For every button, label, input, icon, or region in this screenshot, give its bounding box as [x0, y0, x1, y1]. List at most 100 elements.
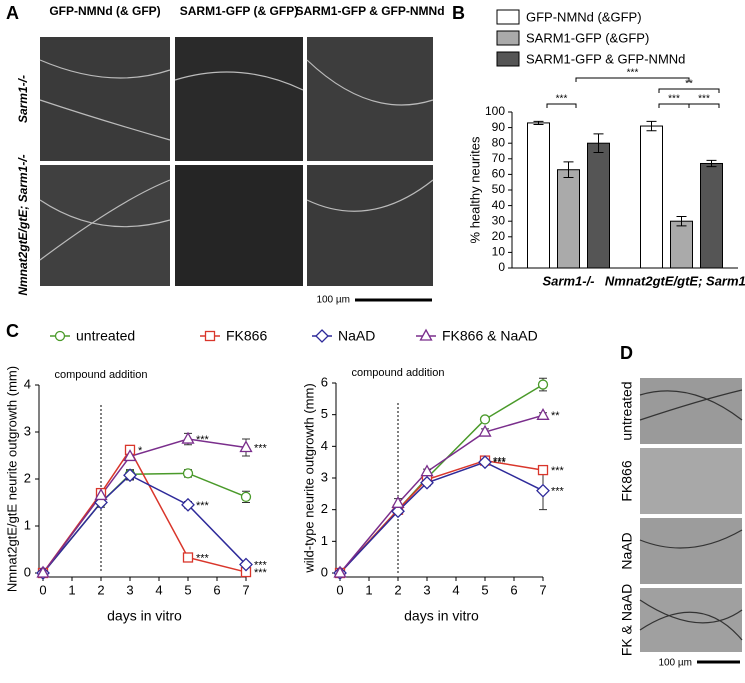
marker	[54, 330, 66, 342]
y-tick-label: 60	[492, 167, 506, 181]
row-label: untreated	[619, 381, 635, 440]
marker	[391, 504, 405, 519]
micrograph	[640, 448, 742, 514]
y-tick-label: 2	[24, 470, 31, 485]
marker	[123, 449, 137, 462]
bar	[527, 122, 550, 269]
marker	[333, 565, 347, 578]
x-tick-label: 7	[539, 582, 546, 597]
bar	[700, 162, 723, 269]
significance: ***	[698, 94, 710, 105]
marker	[478, 455, 492, 470]
legend-label: NaAD	[338, 328, 375, 344]
x-tick-label: Sarm1-/-	[542, 273, 594, 288]
column-header: SARM1-GFP & GFP-NMNd	[295, 4, 444, 18]
x-tick-label: 2	[97, 582, 104, 597]
legend-swatch	[496, 30, 520, 46]
y-tick-label: 5	[321, 406, 328, 421]
row-label: FK866	[619, 460, 635, 501]
marker	[536, 407, 550, 420]
x-axis-label: days in vitro	[404, 608, 479, 624]
x-tick-label: 4	[452, 582, 459, 597]
marker	[479, 414, 491, 425]
x-tick-label: 3	[423, 582, 430, 597]
x-tick-label: 0	[39, 582, 46, 597]
error-bar	[563, 161, 574, 179]
micrograph	[307, 37, 433, 161]
row-label: Nmnat2gtE/gtE; Sarm1-/-	[16, 154, 30, 295]
bracket	[575, 77, 690, 82]
marker	[181, 431, 195, 444]
y-tick-label: 1	[321, 533, 328, 548]
significance: ***	[254, 559, 268, 571]
legend-label: untreated	[76, 328, 135, 344]
y-tick-label: 10	[492, 245, 506, 259]
significance: ***	[668, 94, 680, 105]
marker	[182, 468, 194, 479]
y-tick-label: 0	[321, 564, 328, 579]
bracket	[546, 103, 577, 108]
x-tick-label: 1	[365, 582, 372, 597]
marker	[94, 488, 108, 501]
micrographs-a	[39, 37, 434, 286]
legend-label: SARM1-GFP (&GFP)	[526, 30, 649, 45]
significance: ***	[196, 434, 210, 446]
x-tick-label: 4	[155, 582, 162, 597]
significance: ***	[254, 442, 268, 454]
panel-label: A	[6, 3, 19, 23]
y-tick-label: 0	[24, 564, 31, 579]
y-tick-label: 6	[321, 374, 328, 389]
y-tick-label: 30	[492, 213, 506, 227]
annotation: compound addition	[55, 369, 148, 381]
series-line	[339, 383, 544, 574]
y-tick-label: 90	[492, 120, 506, 134]
column-header: SARM1-GFP (& GFP)	[180, 4, 298, 18]
significance: ***	[196, 552, 210, 564]
significance: **	[685, 79, 693, 90]
y-tick-label: 3	[321, 469, 328, 484]
error-bar	[706, 159, 717, 168]
marker	[239, 440, 253, 453]
series-line	[42, 474, 247, 574]
x-axis-label: days in vitro	[107, 608, 182, 624]
micrograph	[307, 165, 433, 286]
neurite	[39, 59, 434, 261]
legend-label: GFP-NMNd (&GFP)	[526, 9, 642, 24]
marker	[36, 565, 50, 578]
marker	[391, 495, 405, 508]
marker	[420, 475, 434, 490]
micrograph	[175, 37, 303, 161]
micrograph	[640, 518, 742, 584]
marker	[419, 328, 433, 341]
legend-swatch	[496, 51, 520, 67]
micrograph	[640, 588, 742, 652]
significance: ***	[556, 94, 568, 105]
legend-swatch	[496, 9, 520, 25]
marker	[315, 329, 329, 343]
significance: *	[138, 445, 143, 457]
bracket	[688, 103, 720, 108]
series-line	[42, 472, 247, 574]
marker	[420, 464, 434, 477]
marker	[537, 379, 549, 390]
significance: ***	[196, 500, 210, 512]
marker	[182, 552, 194, 563]
bar	[587, 142, 610, 269]
row-label: FK & NaAD	[619, 584, 635, 656]
error-bar	[593, 133, 604, 154]
bracket	[658, 88, 720, 93]
marker	[239, 557, 253, 572]
marker	[204, 330, 216, 342]
row-label: NaAD	[619, 532, 635, 569]
panel-label: D	[620, 343, 633, 363]
significance: ***	[493, 457, 507, 469]
legend-label: FK866 & NaAD	[442, 328, 538, 344]
y-tick-label: 70	[492, 151, 506, 165]
bar	[557, 169, 580, 269]
y-axis-label: wild-type neurite outgrowth (mm)	[301, 383, 316, 573]
scale-label: 100 µm	[658, 658, 692, 669]
significance: **	[551, 410, 560, 422]
error-bar	[646, 120, 657, 132]
x-tick-label: 5	[481, 582, 488, 597]
